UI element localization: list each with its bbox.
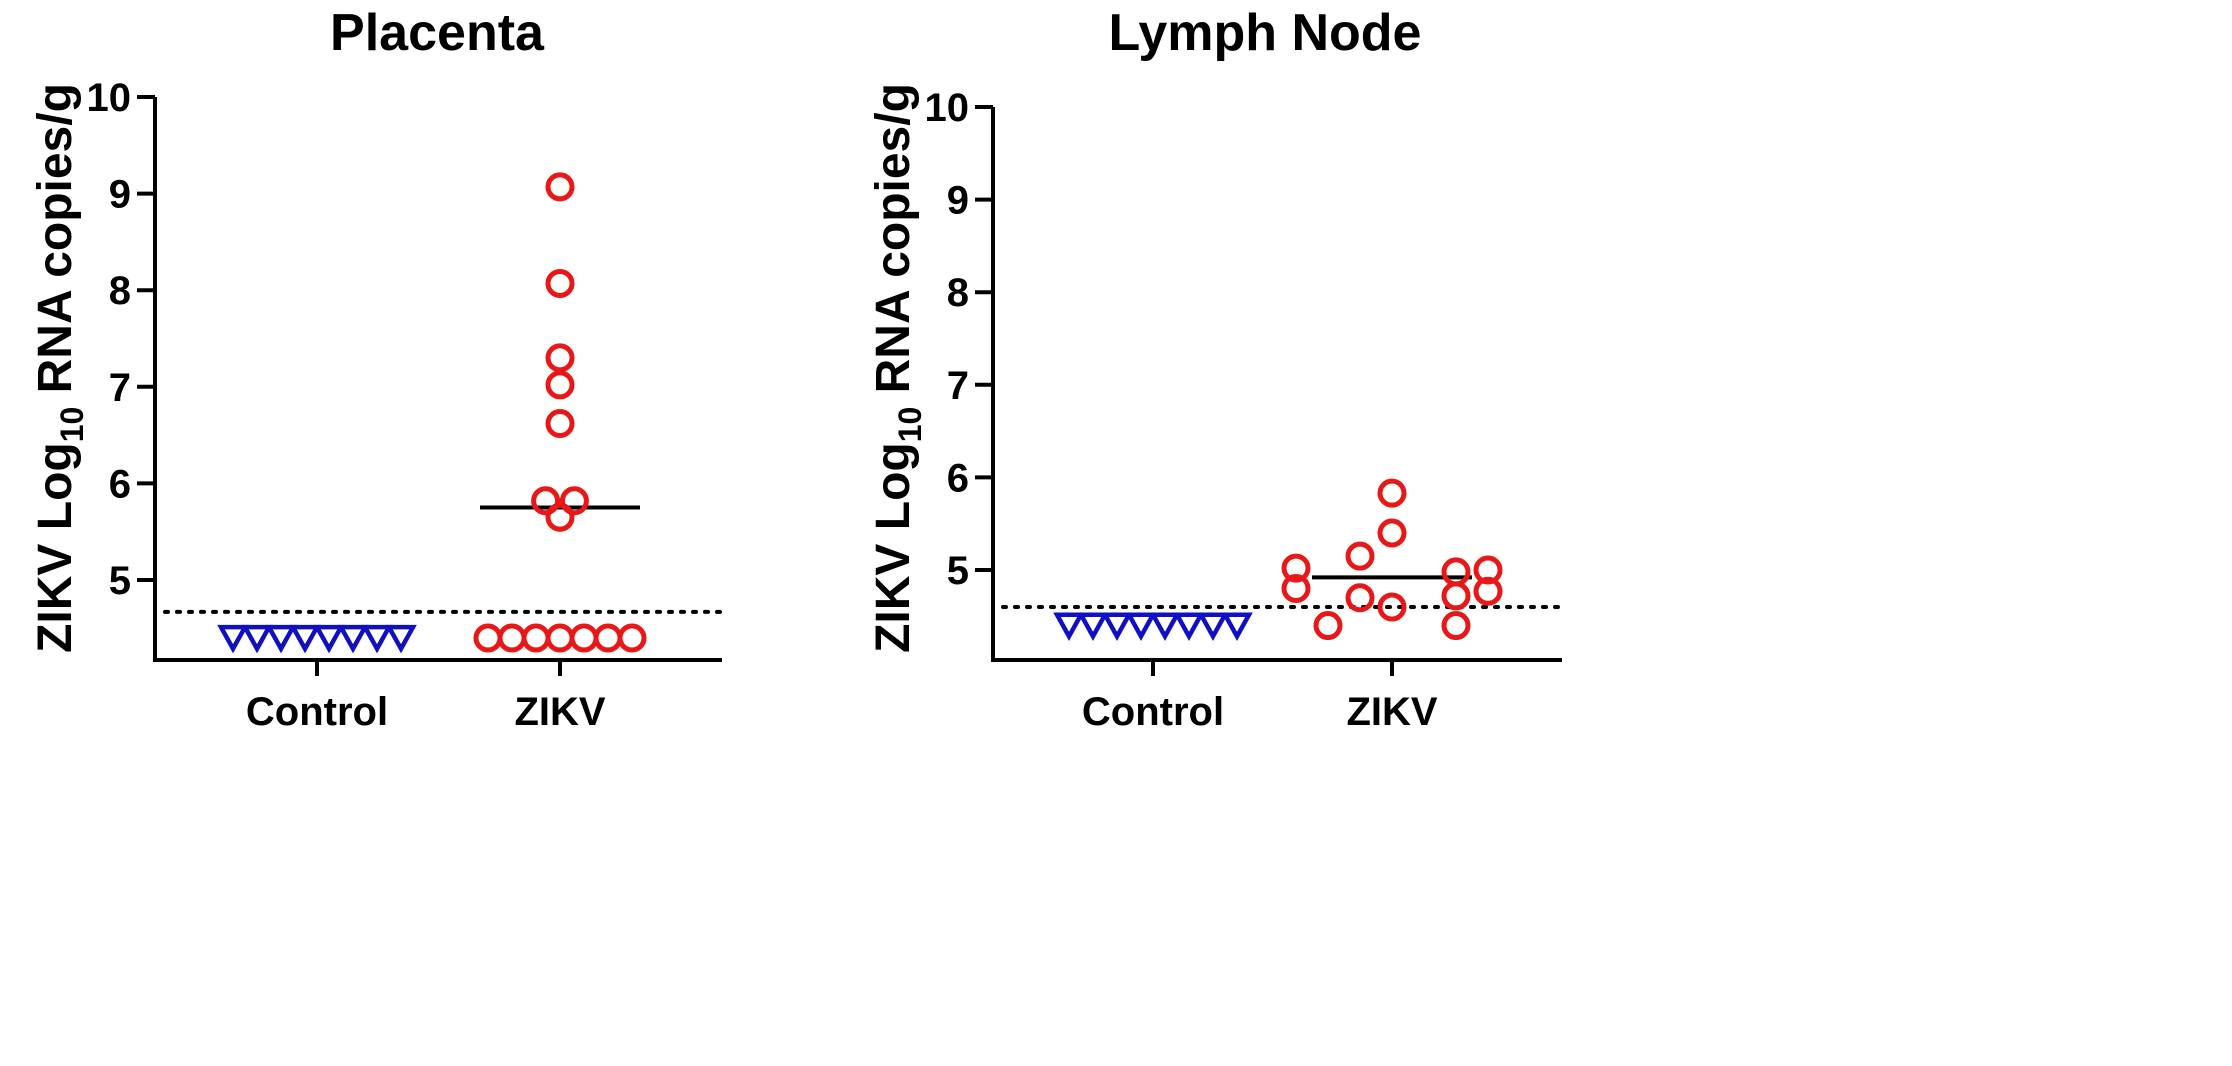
zikv-data-point — [1281, 574, 1311, 604]
zikv-data-point — [1377, 478, 1407, 508]
zikv-data-point — [531, 486, 561, 516]
zikv-data-point — [569, 623, 599, 653]
y-tick-label: 10 — [925, 86, 970, 130]
zikv-data-point — [1473, 555, 1503, 585]
y-tick-label: 7 — [109, 366, 131, 410]
zikv-data-point — [1345, 541, 1375, 571]
zikv-data-point — [545, 502, 575, 532]
zikv-data-point — [593, 623, 623, 653]
x-tick-label: Control — [1082, 690, 1224, 734]
control-data-point — [217, 624, 249, 654]
control-data-point — [289, 624, 321, 654]
y-axis-label-rest: RNA copies/g — [29, 83, 82, 407]
control-data-point — [361, 624, 393, 654]
zikv-data-point — [1473, 576, 1503, 606]
zikv-data-point — [617, 623, 647, 653]
zikv-data-point — [545, 409, 575, 439]
control-data-point — [1125, 612, 1157, 641]
y-axis-label-rest: RNA copies/g — [867, 83, 920, 407]
zikv-data-point — [1377, 518, 1407, 548]
y-tick-label: 7 — [947, 364, 969, 408]
y-tick-label: 6 — [947, 456, 969, 500]
zikv-data-point — [1281, 553, 1311, 583]
zikv-data-point — [1441, 557, 1471, 587]
y-tick-label: 8 — [109, 269, 131, 313]
y-tick-label: 9 — [947, 179, 969, 223]
control-data-point — [265, 624, 297, 654]
zikv-data-point — [473, 623, 503, 653]
chart-title: Lymph Node — [1109, 4, 1422, 62]
y-tick-label: 9 — [109, 173, 131, 217]
control-data-point — [1221, 612, 1253, 641]
y-tick-label: 5 — [109, 559, 131, 603]
y-tick-label: 10 — [87, 76, 132, 120]
control-data-point — [1101, 612, 1133, 641]
x-tick-label: Control — [246, 690, 388, 734]
control-data-point — [385, 624, 417, 654]
y-axis-label-main: ZIKV Log — [29, 442, 82, 653]
control-data-point — [1173, 612, 1205, 641]
zikv-data-point — [1441, 611, 1471, 641]
zikv-data-point — [545, 370, 575, 400]
zikv-data-point — [545, 172, 575, 202]
zikv-data-point — [521, 623, 551, 653]
x-tick-label: ZIKV — [514, 690, 605, 734]
y-axis-label-main: ZIKV Log — [867, 442, 920, 653]
y-tick-label: 8 — [947, 271, 969, 315]
zikv-data-point — [559, 486, 589, 516]
chart-title: Placenta — [330, 4, 545, 62]
y-axis-label-subscript: 10 — [892, 407, 928, 443]
zikv-data-point — [545, 623, 575, 653]
zikv-data-point — [1313, 611, 1343, 641]
control-data-point — [1197, 612, 1229, 641]
control-data-point — [1149, 612, 1181, 641]
y-axis-label: ZIKV Log10 RNA copies/g — [29, 83, 90, 653]
control-data-point — [1077, 612, 1109, 641]
zikv-data-point — [1441, 581, 1471, 611]
zikv-data-point — [1345, 583, 1375, 613]
zikv-data-point — [545, 268, 575, 298]
control-data-point — [241, 624, 273, 654]
control-data-point — [313, 624, 345, 654]
y-tick-label: 6 — [109, 462, 131, 506]
zikv-data-point — [1377, 592, 1407, 622]
y-axis-label-subscript: 10 — [54, 407, 90, 443]
x-tick-label: ZIKV — [1346, 690, 1437, 734]
y-axis-label: ZIKV Log10 RNA copies/g — [867, 83, 928, 653]
control-data-point — [1053, 612, 1085, 641]
y-tick-label: 5 — [947, 549, 969, 593]
zikv-data-point — [497, 623, 527, 653]
control-data-point — [337, 624, 369, 654]
zikv-data-point — [545, 343, 575, 373]
